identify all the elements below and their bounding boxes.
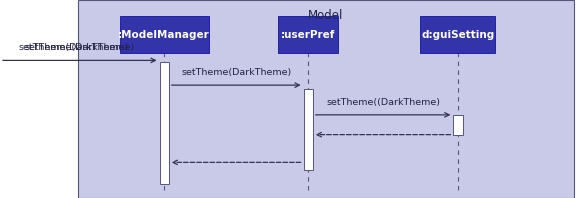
Bar: [160, 62, 169, 184]
Text: setTheme(DarkTheme): setTheme(DarkTheme): [25, 44, 135, 52]
Text: setTheme((DarkTheme): setTheme((DarkTheme): [326, 98, 440, 107]
Text: d:guiSetting: d:guiSetting: [421, 30, 495, 40]
Text: :ModelManager: :ModelManager: [118, 30, 210, 40]
Bar: [278, 16, 338, 53]
Text: setTheme(DarkTheme): setTheme(DarkTheme): [19, 44, 129, 52]
Bar: [304, 89, 313, 170]
Text: Model: Model: [308, 9, 343, 22]
Bar: [420, 16, 495, 53]
Bar: [453, 115, 463, 135]
Bar: [119, 16, 209, 53]
Text: :userPref: :userPref: [281, 30, 335, 40]
Bar: [78, 0, 574, 198]
Text: setTheme(DarkTheme): setTheme(DarkTheme): [181, 68, 291, 77]
